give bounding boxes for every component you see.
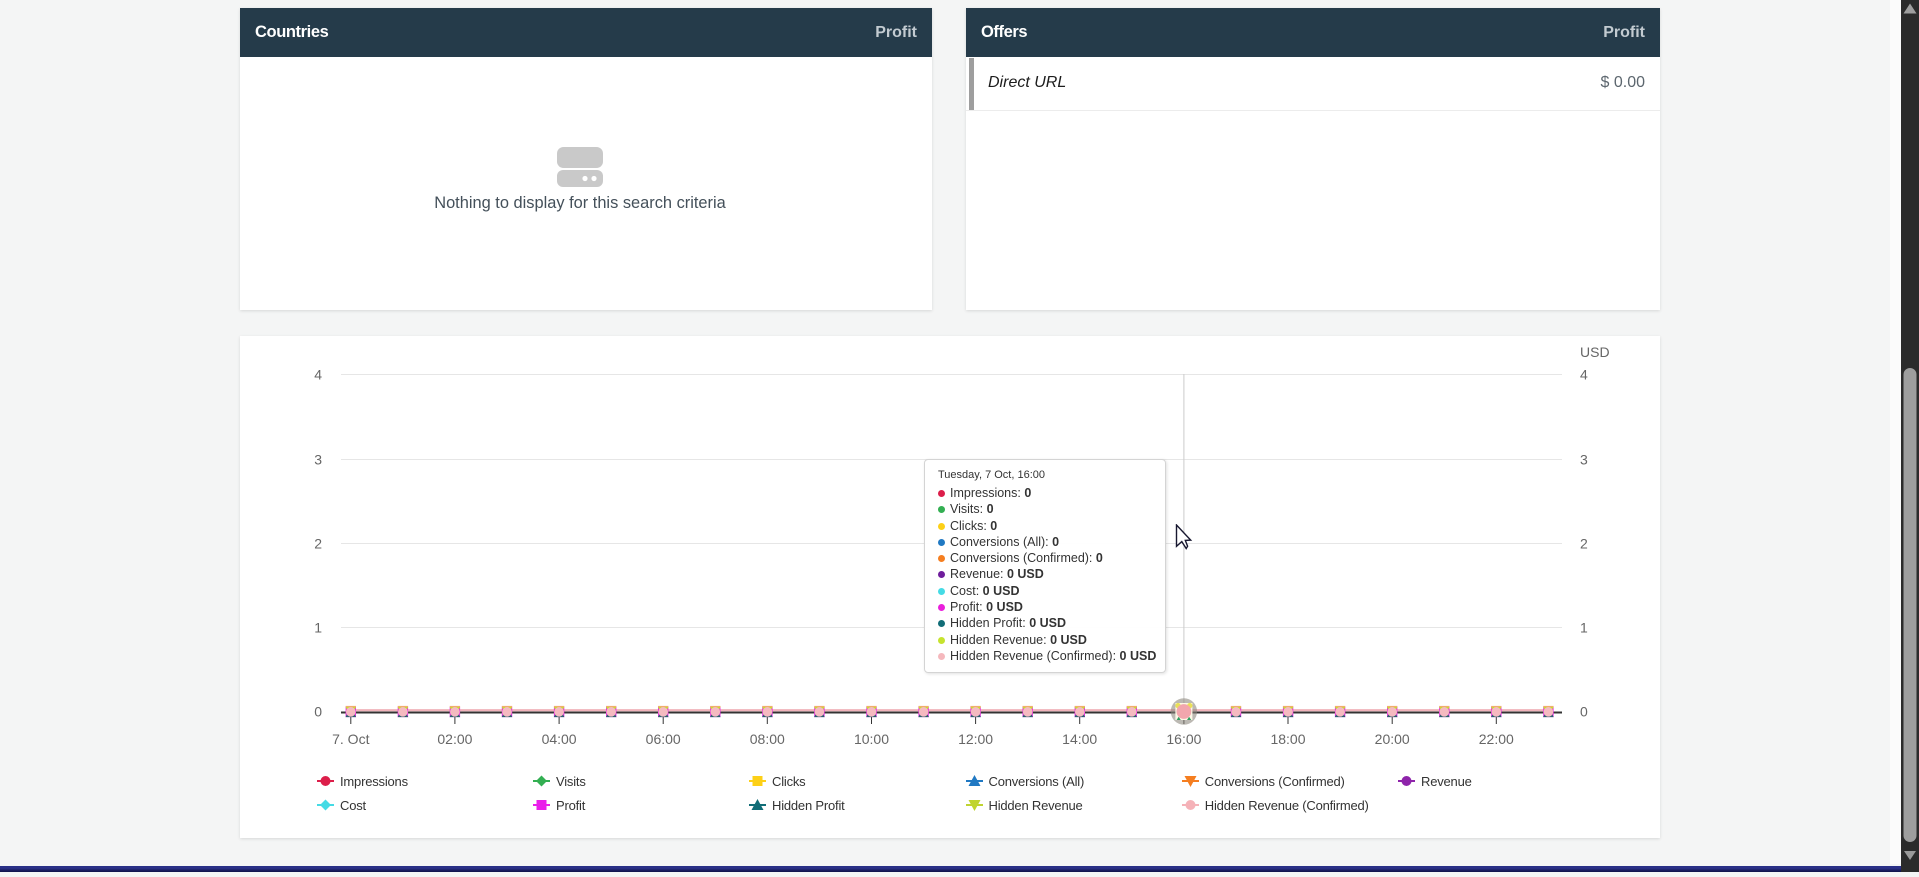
svg-text:08:00: 08:00 [750,731,785,747]
svg-text:3: 3 [1580,452,1588,468]
svg-text:22:00: 22:00 [1479,731,1514,747]
svg-text:12:00: 12:00 [958,731,993,747]
svg-text:2: 2 [1580,536,1588,552]
svg-text:04:00: 04:00 [542,731,577,747]
svg-text:14:00: 14:00 [1062,731,1097,747]
svg-text:10:00: 10:00 [854,731,889,747]
svg-text:16:00: 16:00 [1166,731,1201,747]
svg-text:0: 0 [1580,704,1588,720]
svg-text:2: 2 [314,536,322,552]
svg-text:4: 4 [1580,367,1588,383]
svg-text:18:00: 18:00 [1270,731,1305,747]
svg-text:7. Oct: 7. Oct [332,731,369,747]
svg-text:4: 4 [314,367,322,383]
svg-text:1: 1 [1580,620,1588,636]
svg-text:1: 1 [314,620,322,636]
svg-text:USD: USD [1580,344,1610,360]
svg-text:06:00: 06:00 [646,731,681,747]
svg-text:3: 3 [314,452,322,468]
svg-text:0: 0 [314,704,322,720]
svg-text:20:00: 20:00 [1375,731,1410,747]
svg-text:02:00: 02:00 [437,731,472,747]
